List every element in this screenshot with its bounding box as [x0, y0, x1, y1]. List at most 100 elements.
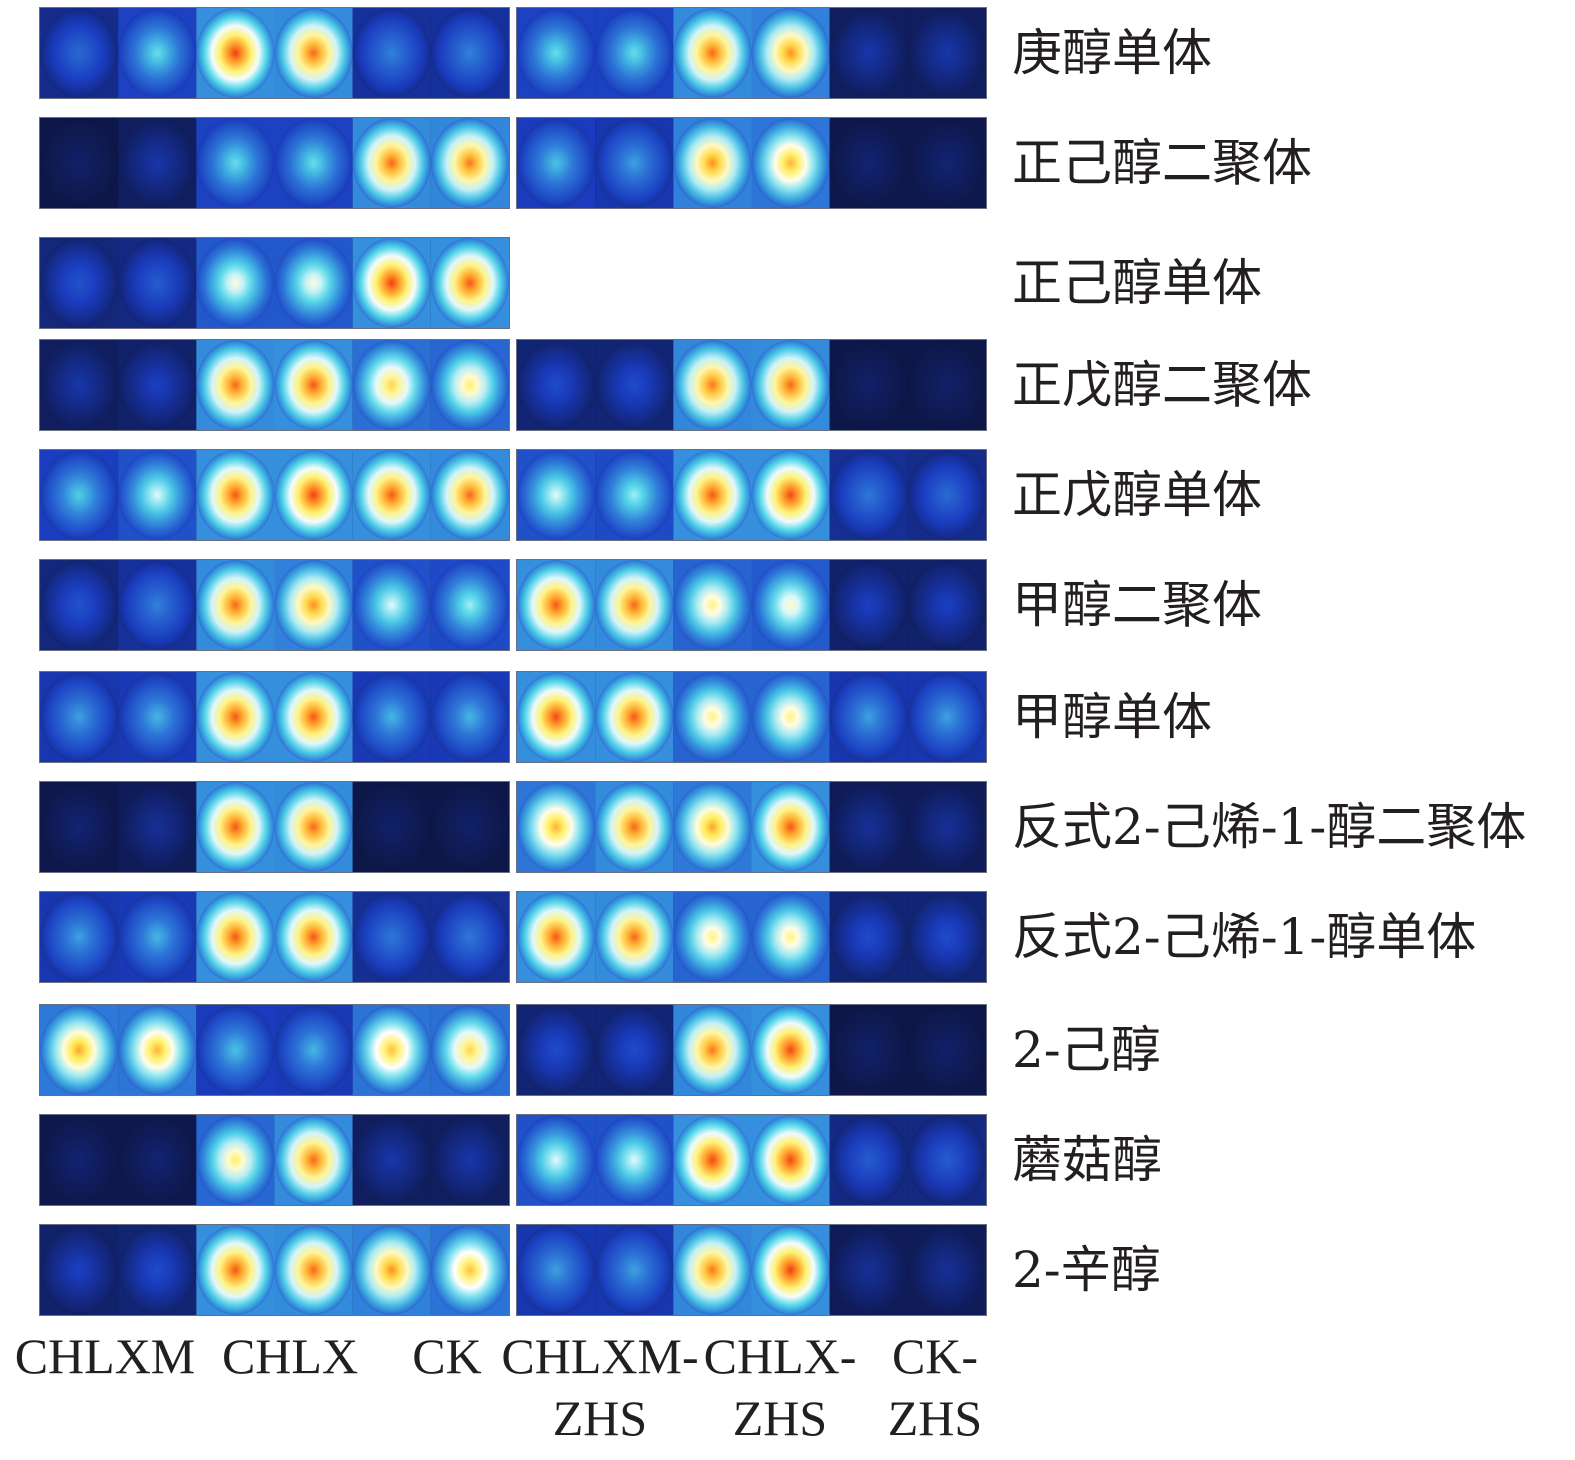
- row-label: 正戊醇单体: [1012, 466, 1262, 524]
- heatmap-cell: [196, 560, 275, 650]
- heatmap-cell: [274, 782, 353, 872]
- heatmap-cell: [352, 450, 431, 540]
- heatmap-cell: [118, 892, 197, 982]
- heatmap-cell: [430, 1005, 509, 1095]
- heatmap-cell: [517, 1225, 596, 1315]
- heatmap-cell: [751, 1005, 830, 1095]
- heatmap-cell: [40, 340, 119, 430]
- heatmap-cell: [40, 1225, 119, 1315]
- heatmap-cell: [196, 1005, 275, 1095]
- heatmap-cell: [673, 1005, 752, 1095]
- heatmap-cell: [352, 782, 431, 872]
- heatmap-cell: [118, 8, 197, 98]
- row-label: 2-己醇: [1012, 1021, 1161, 1079]
- heatmap-cell: [517, 782, 596, 872]
- heatmap-cell: [751, 450, 830, 540]
- heatmap-cell: [829, 672, 908, 762]
- heatmap-cell: [352, 560, 431, 650]
- heatmap-cell: [907, 892, 987, 982]
- heatmap-cell: [352, 1225, 431, 1315]
- heatmap-cell: [595, 1005, 674, 1095]
- heatmap-cell: [430, 560, 509, 650]
- row-label: 反式2-己烯-1-醇二聚体: [1012, 798, 1527, 856]
- heatmap-cell: [595, 118, 674, 208]
- heatmap-cell: [352, 892, 431, 982]
- heatmap-cell: [40, 782, 119, 872]
- heatmap-cell: [274, 1005, 353, 1095]
- heatmap-cell: [40, 1005, 119, 1095]
- heatmap-cell: [430, 8, 509, 98]
- heatmap-cell: [430, 450, 509, 540]
- heatmap-cell: [118, 1005, 197, 1095]
- heatmap-cell: [352, 340, 431, 430]
- heatmap-cell: [274, 118, 353, 208]
- heatmap-cell: [430, 238, 509, 328]
- heatmap-cell: [118, 782, 197, 872]
- heatmap-cell: [40, 450, 119, 540]
- row-label: 正己醇二聚体: [1012, 134, 1312, 192]
- heatmap-cell: [595, 340, 674, 430]
- heatmap-cell: [751, 8, 830, 98]
- heatmap-cell: [595, 782, 674, 872]
- row-label: 甲醇二聚体: [1012, 576, 1262, 634]
- heatmap-cell: [673, 560, 752, 650]
- row-label: 正己醇单体: [1012, 254, 1262, 312]
- heatmap-cell: [907, 560, 987, 650]
- row-label: 蘑菇醇: [1012, 1131, 1162, 1189]
- heatmap-cell: [118, 560, 197, 650]
- heatmap-cell: [196, 892, 275, 982]
- heatmap-cell: [751, 672, 830, 762]
- heatmap-cell: [829, 118, 908, 208]
- heatmap-cell: [673, 672, 752, 762]
- row-label: 正戊醇二聚体: [1012, 356, 1312, 414]
- heatmap-cell: [430, 340, 509, 430]
- heatmap-cell: [829, 560, 908, 650]
- heatmap-cell: [595, 560, 674, 650]
- heatmap-cell: [595, 450, 674, 540]
- heatmap-cell: [430, 118, 509, 208]
- heatmap-cell: [274, 340, 353, 430]
- row-label: 甲醇单体: [1012, 688, 1212, 746]
- heatmap-cell: [274, 450, 353, 540]
- heatmap-cell: [829, 892, 908, 982]
- heatmap-cell: [352, 672, 431, 762]
- heatmap-cell: [118, 238, 197, 328]
- heatmap-cell: [751, 340, 830, 430]
- heatmap-cell: [430, 782, 509, 872]
- column-group-label: CK- ZHS: [887, 1328, 983, 1446]
- column-group-label: CHLX- ZHS: [703, 1328, 857, 1446]
- heatmap-cell: [196, 1115, 275, 1205]
- heatmap-cell: [118, 1225, 197, 1315]
- heatmap-cell: [274, 672, 353, 762]
- heatmap-cell: [829, 8, 908, 98]
- heatmap-cell: [829, 1115, 908, 1205]
- heatmap-cell: [517, 8, 596, 98]
- heatmap-cell: [907, 118, 987, 208]
- heatmap-cell: [274, 892, 353, 982]
- heatmap-cell: [517, 1115, 596, 1205]
- heatmap-cell: [40, 1115, 119, 1205]
- heatmap-cell: [829, 782, 908, 872]
- heatmap-cell: [907, 672, 987, 762]
- heatmap-cell: [40, 8, 119, 98]
- heatmap-cell: [118, 672, 197, 762]
- heatmap-cell: [430, 672, 509, 762]
- heatmap-cell: [430, 892, 509, 982]
- heatmap-cell: [595, 1115, 674, 1205]
- heatmap-cells: [39, 7, 987, 1316]
- heatmap-cell: [118, 340, 197, 430]
- heatmap-cell: [751, 782, 830, 872]
- heatmap-cell: [274, 8, 353, 98]
- heatmap-cell: [595, 672, 674, 762]
- heatmap-cell: [352, 8, 431, 98]
- heatmap-cell: [40, 560, 119, 650]
- heatmap-cell: [40, 238, 119, 328]
- heatmap-cell: [118, 1115, 197, 1205]
- heatmap-cell: [40, 892, 119, 982]
- heatmap-cell: [673, 892, 752, 982]
- heatmap-cell: [517, 560, 596, 650]
- heatmap-cell: [829, 450, 908, 540]
- heatmap-cell: [829, 1005, 908, 1095]
- heatmap-cell: [751, 1115, 830, 1205]
- heatmap-cell: [907, 1115, 987, 1205]
